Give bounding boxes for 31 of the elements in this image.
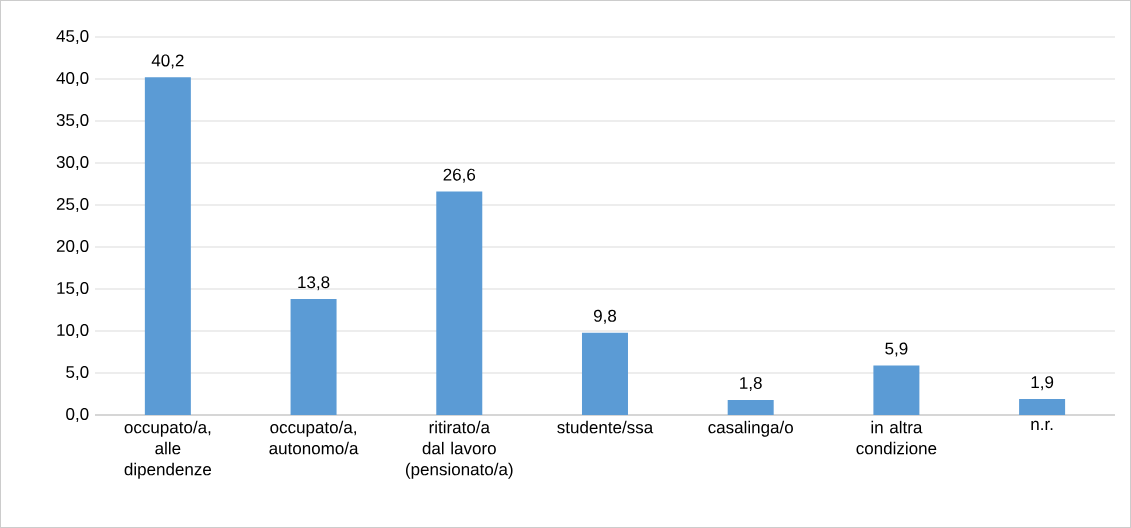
- x-tick-label: in altra condizione: [856, 420, 937, 455]
- x-tick-label: occupato/a, autonomo/a: [269, 420, 359, 455]
- bar: [144, 77, 191, 415]
- y-tick-label: 5,0: [66, 365, 89, 381]
- bar: [727, 399, 774, 415]
- x-tick-label: occupato/a, alle dipendenze: [124, 420, 212, 479]
- data-label: 26,6: [443, 168, 476, 183]
- data-label: 1,9: [1031, 376, 1054, 391]
- y-tick-label: 35,0: [56, 113, 89, 129]
- data-label: 5,9: [885, 342, 908, 357]
- bar: [581, 332, 628, 415]
- y-tick-label: 20,0: [56, 239, 89, 255]
- x-tick-label: casalinga/o: [708, 420, 793, 437]
- y-tick-label: 0,0: [66, 407, 89, 423]
- y-tick-label: 10,0: [57, 323, 89, 339]
- data-label: 40,2: [151, 54, 184, 69]
- data-label: 1,8: [740, 376, 762, 392]
- x-tick-label: studente/ssa: [557, 420, 654, 434]
- bar: [873, 365, 920, 415]
- y-tick-label: 40,0: [56, 71, 89, 87]
- data-label: 13,8: [298, 276, 330, 291]
- y-tick-label: 30,0: [56, 155, 89, 171]
- y-tick-label: 45,0: [56, 29, 89, 45]
- data-label: 9,8: [593, 309, 617, 324]
- y-tick-label: 25,0: [56, 197, 89, 213]
- bar: [1019, 399, 1066, 415]
- y-tick-label: 15,0: [57, 281, 89, 297]
- x-tick-label: ritirato/a dal lavoro (pensionato/a): [405, 420, 513, 479]
- bar: [436, 191, 483, 415]
- x-tick-label: n.r.: [1031, 420, 1053, 431]
- bar: [290, 299, 337, 415]
